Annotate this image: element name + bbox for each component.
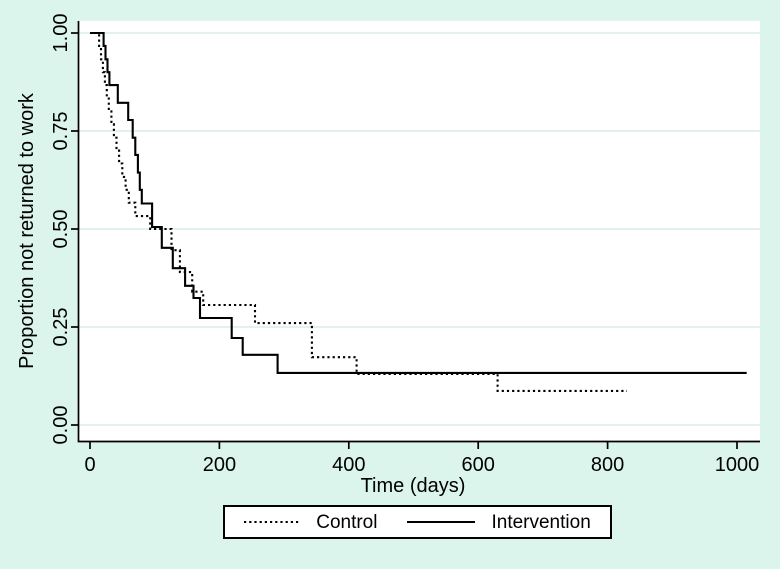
- axes: [77, 21, 760, 443]
- legend: Control Intervention: [223, 505, 612, 539]
- x-axis-title: Time (days): [361, 475, 466, 497]
- plot-area: [78, 21, 760, 442]
- series-lines: [90, 31, 747, 392]
- gridlines: [78, 32, 760, 426]
- dotted-line-sample: [244, 520, 301, 524]
- series-line-intervention: [90, 31, 747, 374]
- legend-item-control: Control: [244, 513, 377, 532]
- solid-line-sample: [407, 520, 476, 524]
- x-tick-label: 400: [332, 454, 365, 476]
- axis-tick-labels: 0.00 0.25 0.50 0.75 1.00 0 200 400 600 800 1000: [50, 14, 759, 476]
- legend-label: Control: [316, 511, 378, 533]
- y-axis-title: Proportion not returned to work: [16, 92, 38, 369]
- legend-item-intervention: Intervention: [407, 511, 591, 533]
- x-tick-label: 1000: [715, 454, 760, 476]
- legend-label: Intervention: [491, 511, 591, 533]
- y-tick-label: 0.25: [50, 308, 72, 347]
- x-tick-label: 200: [203, 454, 236, 476]
- y-tick-label: 0.00: [50, 406, 72, 445]
- y-tick-label: 1.00: [50, 14, 72, 53]
- axis-ticks: [71, 32, 738, 449]
- x-tick-label: 600: [462, 454, 495, 476]
- y-tick-label: 0.50: [50, 210, 72, 249]
- y-tick-label: 0.75: [50, 112, 72, 151]
- x-tick-label: 800: [591, 454, 624, 476]
- x-tick-label: 0: [84, 454, 95, 476]
